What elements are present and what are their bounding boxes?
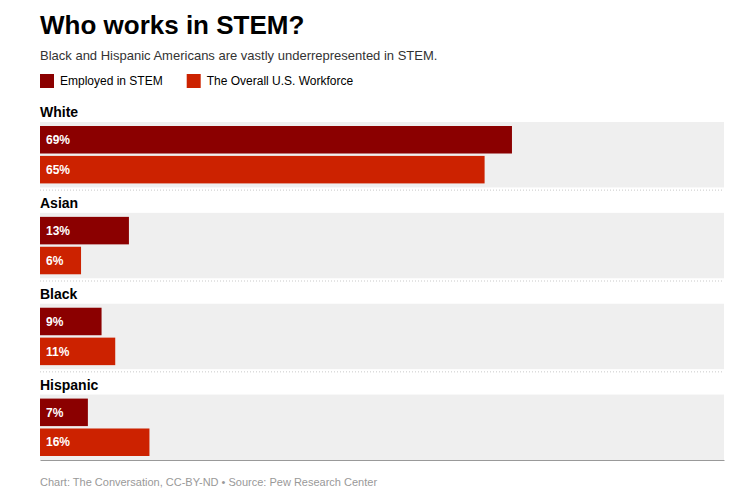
legend-label: Employed in STEM bbox=[60, 74, 163, 88]
group-band bbox=[40, 122, 724, 187]
legend: Employed in STEM The Overall U.S. Workfor… bbox=[40, 74, 354, 88]
group-band bbox=[40, 304, 724, 369]
data-label: 11% bbox=[46, 345, 70, 359]
bar bbox=[40, 308, 102, 336]
category-label: Hispanic bbox=[40, 377, 99, 393]
data-label: 9% bbox=[46, 315, 64, 329]
separator bbox=[40, 371, 724, 372]
legend-label: The Overall U.S. Workforce bbox=[207, 74, 354, 88]
group-band bbox=[40, 213, 724, 278]
title: Who works in STEM? bbox=[40, 10, 304, 40]
group-bands bbox=[40, 122, 724, 460]
footnote: Chart: The Conversation, CC-BY-ND • Sour… bbox=[40, 476, 377, 488]
subtitle: Black and Hispanic Americans are vastly … bbox=[40, 48, 437, 63]
data-label: 13% bbox=[46, 224, 70, 238]
bar bbox=[40, 428, 149, 456]
category-label: Black bbox=[40, 286, 78, 302]
data-label: 6% bbox=[46, 254, 64, 268]
x-axis bbox=[41, 460, 725, 461]
bar bbox=[40, 126, 512, 154]
data-label: 7% bbox=[46, 406, 64, 420]
bar bbox=[40, 399, 88, 427]
separator bbox=[40, 190, 724, 191]
bar bbox=[40, 156, 485, 184]
data-label: 65% bbox=[46, 163, 70, 177]
group-band bbox=[40, 395, 724, 460]
bar bbox=[40, 247, 81, 275]
legend-swatch bbox=[187, 74, 201, 88]
separator bbox=[40, 281, 724, 282]
category-label: Asian bbox=[40, 195, 78, 211]
category-label: White bbox=[40, 104, 78, 120]
labels: White 69% 65% Asian 13% 6% Black 9% 11% Hispanic 7… bbox=[40, 104, 99, 449]
legend-swatch bbox=[40, 74, 54, 88]
data-label: 69% bbox=[46, 133, 70, 147]
bar bbox=[40, 338, 115, 366]
chart: Who works in STEM? Black and Hispanic Ame… bbox=[0, 0, 754, 498]
data-label: 16% bbox=[46, 435, 70, 449]
bar bbox=[40, 217, 129, 245]
bars bbox=[40, 126, 512, 456]
x-axis-line bbox=[41, 460, 725, 461]
